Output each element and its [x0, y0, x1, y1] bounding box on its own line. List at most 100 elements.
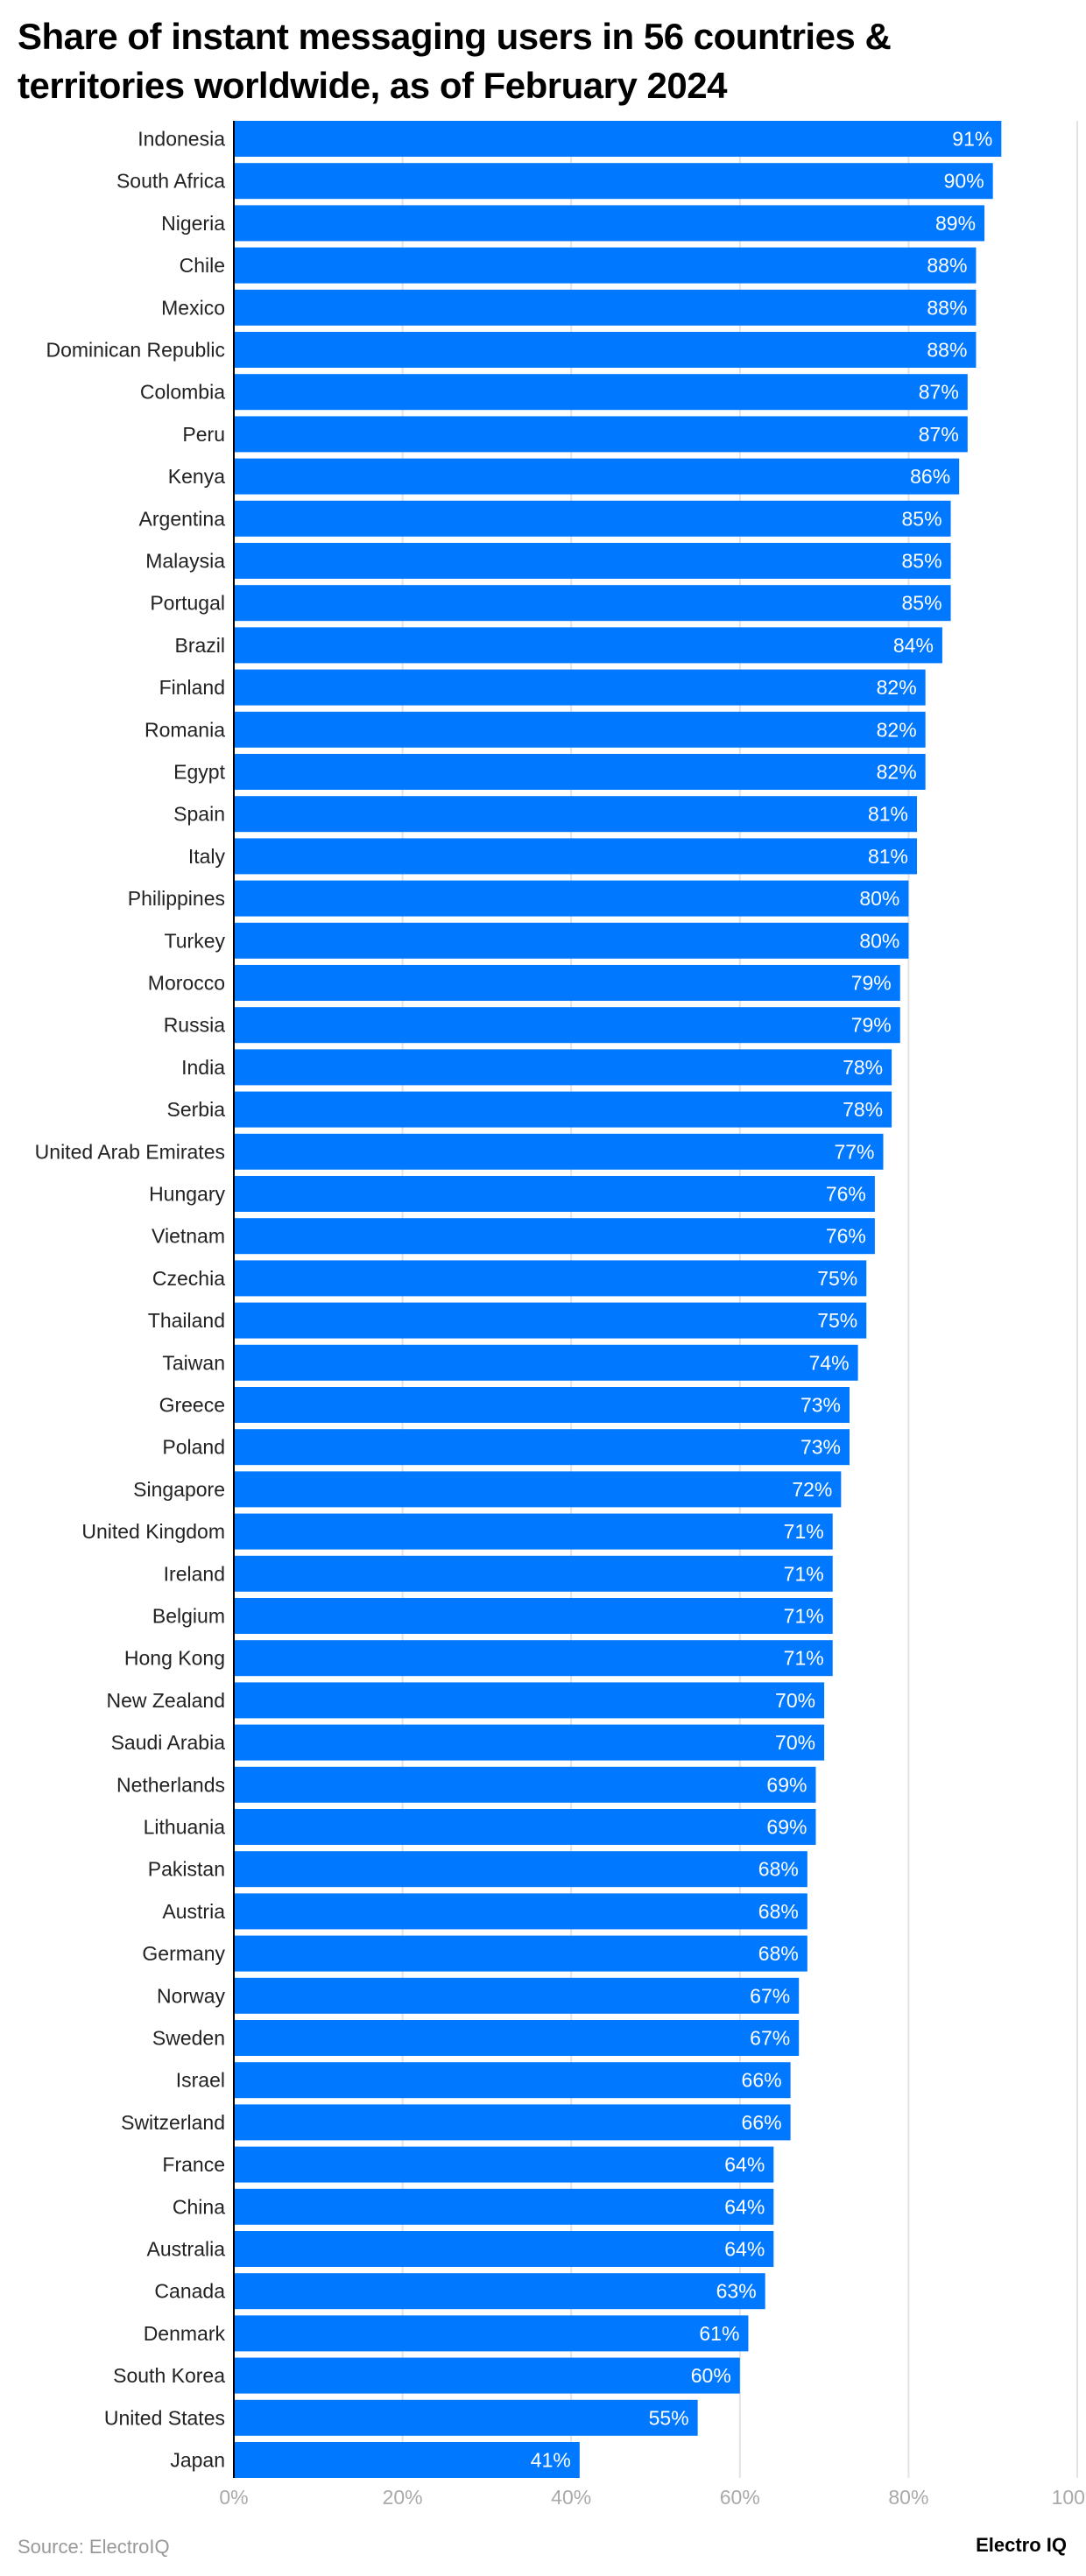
- category-label: Ireland: [164, 1562, 225, 1585]
- bar: [234, 1260, 867, 1297]
- chart-title: Share of instant messaging users in 56 c…: [18, 16, 892, 106]
- data-label: 69%: [766, 1816, 807, 1839]
- bar: [234, 838, 918, 875]
- category-label: South Africa: [116, 170, 225, 193]
- category-label: Norway: [157, 1984, 225, 2007]
- category-label: Austria: [162, 1900, 225, 1923]
- data-label: 89%: [935, 212, 976, 235]
- category-label: France: [162, 2153, 225, 2176]
- category-label: Dominican Republic: [46, 339, 225, 362]
- bar: [234, 2188, 774, 2225]
- x-tick-label: 100%: [1052, 2486, 1086, 2509]
- category-label: Argentina: [139, 507, 226, 530]
- data-label: 70%: [775, 1689, 815, 1712]
- source-note: Source: ElectroIQ: [18, 2536, 170, 2558]
- category-label: Romania: [145, 718, 225, 741]
- data-label: 71%: [784, 1605, 824, 1628]
- bar: [234, 965, 900, 1001]
- data-label: 64%: [724, 2153, 765, 2176]
- bar: [234, 1977, 800, 2014]
- category-label: Belgium: [152, 1605, 225, 1628]
- category-label: Peru: [182, 423, 225, 446]
- data-label: 70%: [775, 1731, 815, 1754]
- bar: [234, 2020, 800, 2056]
- x-tick-label: 60%: [720, 2486, 760, 2509]
- bar: [234, 416, 968, 453]
- category-label: Egypt: [173, 761, 225, 784]
- category-label: Portugal: [150, 592, 225, 615]
- bar: [234, 1724, 825, 1761]
- data-label: 61%: [699, 2322, 739, 2345]
- category-label: Pakistan: [148, 1858, 225, 1881]
- data-label: 75%: [817, 1309, 857, 1332]
- data-label: 79%: [851, 1014, 892, 1037]
- data-label: 80%: [859, 929, 899, 952]
- brand-logo: Electro IQ: [976, 2534, 1067, 2556]
- data-label: 86%: [910, 465, 950, 488]
- bar: [234, 121, 1002, 157]
- bar: [234, 1218, 875, 1255]
- bar: [234, 458, 960, 495]
- bar: [234, 1429, 850, 1466]
- bar: [234, 1091, 892, 1128]
- bar: [234, 2231, 774, 2267]
- data-label: 67%: [750, 2027, 790, 2050]
- category-label: Finland: [159, 676, 225, 699]
- bar: [234, 922, 909, 959]
- data-label: 88%: [927, 254, 967, 277]
- data-label: 68%: [758, 1900, 799, 1923]
- data-label: 88%: [927, 296, 967, 319]
- category-label: Poland: [162, 1436, 225, 1459]
- category-label: Malaysia: [145, 550, 225, 573]
- bar: [234, 627, 942, 664]
- data-label: 87%: [919, 381, 959, 404]
- category-label: Canada: [154, 2280, 225, 2303]
- bar: [234, 500, 951, 537]
- data-label: 64%: [724, 2195, 765, 2218]
- category-label: New Zealand: [106, 1689, 225, 1712]
- bar: [234, 543, 951, 579]
- category-label: Singapore: [133, 1478, 225, 1501]
- bar: [234, 247, 977, 284]
- bar: [234, 2146, 774, 2183]
- category-label: Russia: [164, 1014, 226, 1037]
- x-tick-label: 0%: [219, 2486, 248, 2509]
- category-label: China: [173, 2195, 225, 2218]
- category-label: Australia: [147, 2238, 226, 2261]
- data-label: 81%: [868, 803, 908, 826]
- bar: [234, 2315, 749, 2352]
- data-label: 80%: [859, 887, 899, 910]
- data-label: 74%: [809, 1351, 850, 1374]
- bar: [234, 1387, 850, 1423]
- bar: [234, 669, 926, 706]
- category-label: Vietnam: [152, 1225, 225, 1248]
- category-label: Colombia: [140, 381, 225, 404]
- data-label: 78%: [843, 1056, 883, 1079]
- bar: [234, 2104, 791, 2141]
- category-label: India: [181, 1056, 225, 1079]
- data-label: 60%: [691, 2364, 731, 2387]
- category-label: Nigeria: [161, 212, 225, 235]
- bar: [234, 163, 993, 200]
- category-label: Israel: [176, 2069, 225, 2092]
- bar: [234, 2273, 765, 2310]
- bar: [234, 1766, 816, 1803]
- bar: [234, 711, 926, 748]
- bar: [234, 1682, 825, 1719]
- data-label: 85%: [902, 592, 942, 615]
- data-label: 71%: [784, 1562, 824, 1585]
- category-label: Switzerland: [121, 2111, 225, 2134]
- data-label: 66%: [742, 2069, 782, 2092]
- data-label: 76%: [826, 1183, 866, 1206]
- bar: [234, 1344, 858, 1381]
- category-label: Italy: [188, 845, 226, 868]
- bar: [234, 796, 918, 833]
- data-label: 82%: [877, 718, 917, 741]
- category-label: Hong Kong: [124, 1647, 225, 1670]
- category-label: Netherlands: [116, 1773, 225, 1796]
- data-label: 55%: [649, 2406, 689, 2429]
- data-label: 66%: [742, 2111, 782, 2134]
- bar: [234, 2062, 791, 2099]
- bar: [234, 1471, 842, 1508]
